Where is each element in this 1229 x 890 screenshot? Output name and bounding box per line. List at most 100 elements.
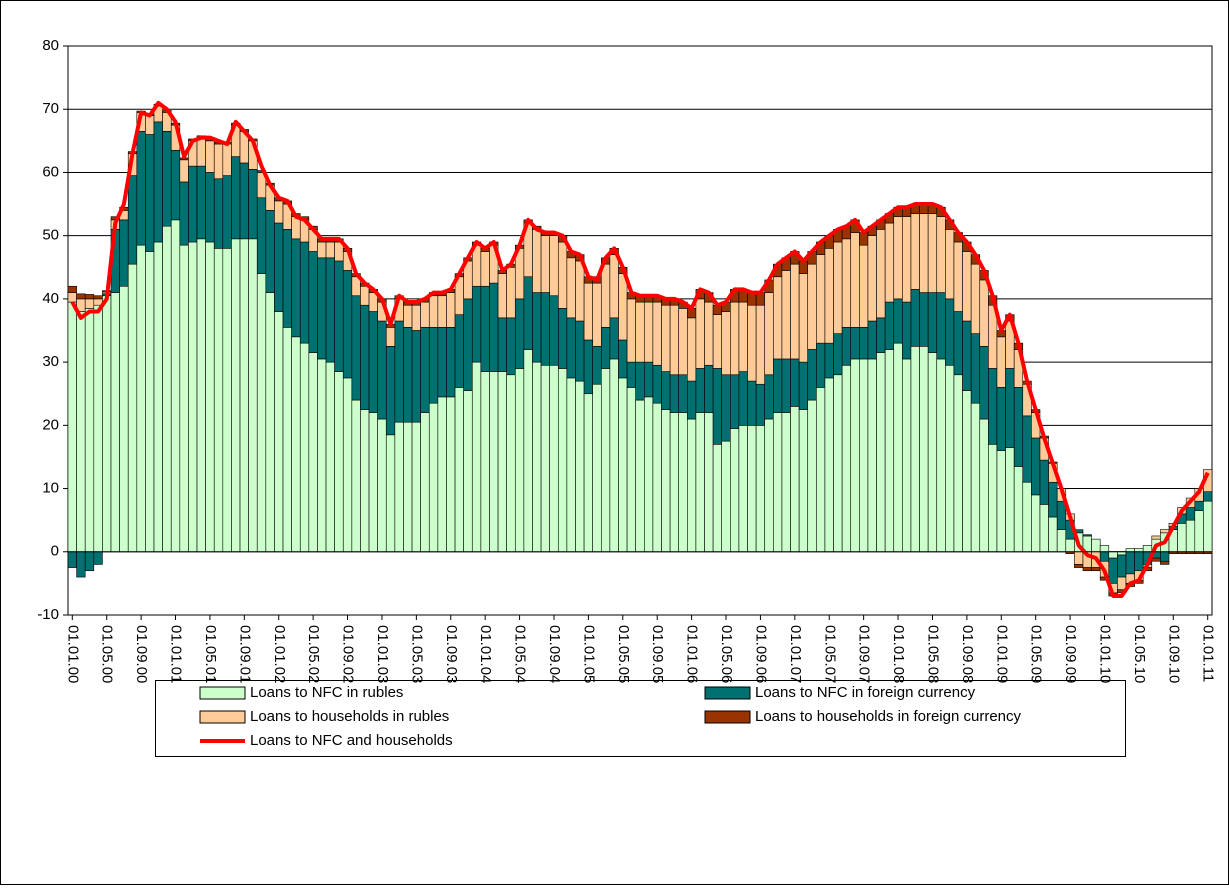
bar-segment [721, 311, 731, 376]
bar-segment [635, 361, 645, 401]
bar-segment [859, 358, 869, 553]
bar-segment [592, 346, 602, 385]
x-tick-label: 01.09.01 [236, 625, 253, 683]
x-tick-label: 01.09.03 [443, 625, 460, 683]
bar-segment [962, 390, 972, 553]
x-tick-label: 01.01.03 [374, 625, 391, 683]
bar-segment [979, 418, 989, 553]
bar-segment [557, 241, 568, 309]
bar-segment [145, 251, 155, 553]
bar-segment [850, 232, 860, 328]
bar-segment [927, 352, 938, 553]
x-tick-label: 01.09.07 [856, 625, 873, 683]
bar-segment [566, 377, 576, 553]
bar-segment [996, 387, 1006, 451]
bar-segment [566, 317, 576, 379]
bar-segment [1005, 368, 1015, 448]
bar-segment [824, 342, 834, 379]
bar-segment [437, 327, 447, 398]
bar-segment [385, 327, 396, 347]
bar-segment [704, 412, 714, 553]
bar-segment [291, 238, 301, 338]
bar-segment [213, 248, 224, 553]
bar-segment [1177, 523, 1187, 553]
bar-segment [910, 213, 920, 290]
bar-segment [446, 292, 456, 328]
bar-segment [471, 285, 482, 363]
bar-segment [790, 263, 800, 360]
legend-box [155, 680, 1126, 757]
bar-segment [583, 393, 593, 553]
bar-segment [145, 115, 155, 135]
bar-segment [893, 342, 903, 553]
bar-segment [102, 295, 112, 553]
bar-segment [687, 380, 697, 420]
bar-segment [411, 330, 421, 423]
x-tick-label: 01.05.03 [408, 625, 425, 683]
bar-segment [970, 333, 981, 404]
bar-segment [867, 320, 877, 360]
bar-segment [867, 358, 877, 553]
bar-segment [446, 396, 456, 553]
legend-label: Loans to NFC in rubles [250, 684, 403, 701]
x-tick-label: 01.05.06 [718, 625, 735, 683]
bar-segment [773, 276, 783, 360]
bar-segment [179, 244, 189, 553]
bar-segment [317, 241, 327, 259]
bar-segment [1108, 551, 1118, 559]
y-tick-label: 70 [42, 100, 59, 117]
bar-segment [773, 358, 783, 413]
bar-segment [411, 304, 421, 331]
bar-segment [170, 150, 181, 221]
bar-segment [833, 374, 843, 553]
bar-segment [781, 412, 791, 553]
bar-segment [377, 418, 387, 553]
bar-segment [781, 270, 791, 360]
bar-segment [274, 311, 284, 553]
bar-segment [738, 301, 748, 372]
bar-segment [962, 320, 972, 391]
x-tick-label: 01.05.07 [821, 625, 838, 683]
bar-segment [902, 301, 912, 360]
bar-segment [532, 229, 542, 293]
bar-segment [721, 374, 731, 442]
bar-segment [592, 383, 602, 553]
bar-segment [557, 368, 568, 553]
bar-segment [884, 301, 895, 350]
bar-segment [566, 257, 576, 319]
bar-segment [256, 273, 267, 553]
bar-segment [927, 213, 938, 293]
bar-segment [1160, 551, 1170, 562]
x-tick-label: 01.05.00 [99, 625, 116, 683]
bar-segment [833, 333, 843, 376]
bar-segment [755, 425, 766, 553]
bar-segment [1142, 545, 1153, 553]
bar-segment [764, 418, 774, 553]
bar-segment [394, 421, 404, 553]
bar-segment [523, 276, 533, 350]
x-tick-label: 01.05.04 [512, 625, 529, 683]
bar-segment [609, 317, 619, 360]
bar-segment [274, 200, 284, 224]
bar-segment [403, 421, 413, 553]
bar-segment [738, 371, 748, 426]
bar-segment [420, 412, 430, 553]
y-tick-label: 80 [42, 37, 59, 54]
x-tick-label: 01.09.00 [133, 625, 150, 683]
bar-segment [790, 358, 800, 407]
bar-segment [850, 358, 860, 553]
legend-swatch [199, 686, 246, 700]
bar-segment [600, 263, 611, 328]
legend-swatch [199, 710, 246, 724]
bar-segment [76, 311, 86, 553]
bar-segment [239, 162, 249, 240]
x-tick-label: 01.01.00 [64, 625, 81, 683]
bar-segment [119, 285, 129, 553]
x-tick-label: 01.05.10 [1131, 625, 1148, 683]
bar-segment [196, 137, 206, 167]
bar-segment [644, 361, 654, 398]
bar-segment [532, 361, 542, 553]
bar-segment [127, 263, 138, 553]
bar-segment [730, 428, 740, 553]
bar-segment [910, 289, 920, 347]
